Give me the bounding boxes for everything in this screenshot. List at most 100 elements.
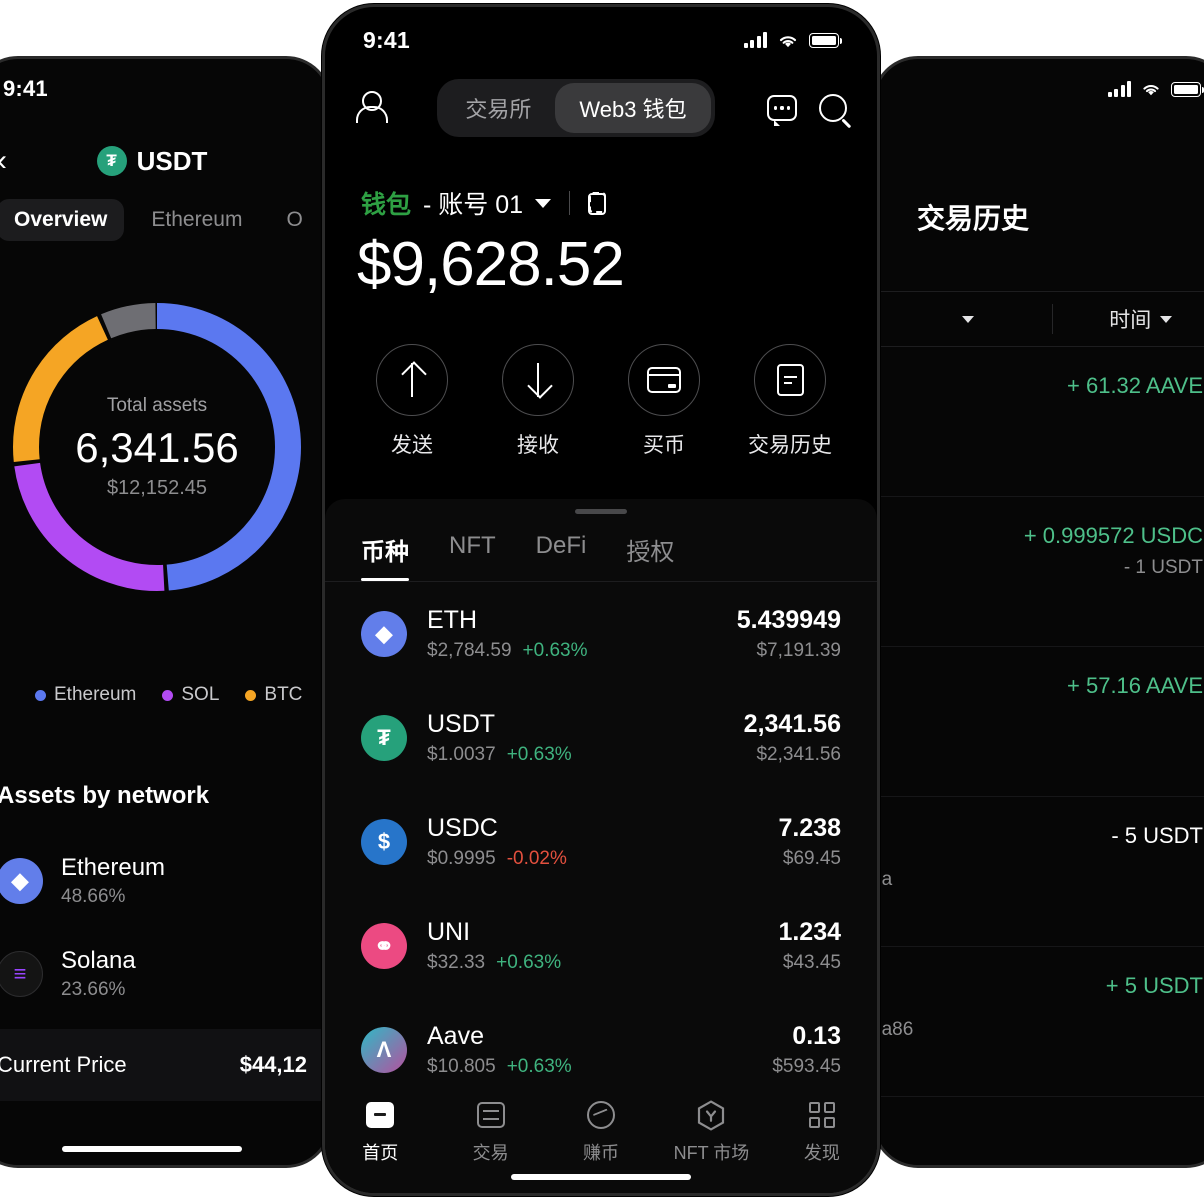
card-icon [628, 344, 700, 416]
home-indicator [511, 1174, 691, 1180]
donut-center-value: 6,341.56 [75, 423, 239, 471]
divider [569, 191, 571, 215]
transaction-amounts: + 61.32 AAVE [1067, 373, 1203, 496]
tab-ethereum[interactable]: Ethereum [151, 208, 243, 231]
filter-time[interactable]: 时间 [1051, 304, 1204, 334]
sheet-grabber[interactable] [575, 509, 627, 514]
action-label: 接收 [517, 434, 559, 457]
network-row-ethereum[interactable]: ◆ Ethereum 48.66% [0, 834, 329, 927]
tab-defi[interactable]: DeFi [535, 532, 587, 559]
donut-slice-sol [13, 303, 301, 591]
tab-approvals[interactable]: 授权 [626, 539, 675, 566]
legend-label-ethereum: Ethereum [54, 684, 137, 705]
transaction-row[interactable]: + 0.999572 USDC - 1 USDT [875, 497, 1204, 647]
token-price: $2,784.59 [427, 640, 512, 661]
donut-svg [13, 303, 301, 591]
segment-exchange[interactable]: 交易所 [465, 97, 532, 122]
status-time: 9:41 [3, 76, 48, 101]
signal-icon [1107, 81, 1131, 97]
chevron-down-icon [961, 315, 974, 323]
filter-type[interactable] [875, 315, 1052, 323]
wifi-icon [779, 35, 797, 47]
token-value: $69.45 [782, 848, 841, 869]
chat-icon[interactable] [766, 95, 797, 126]
action-label: 发送 [391, 434, 433, 457]
tabbar-item-discover[interactable]: 发现 [767, 1099, 877, 1165]
tabbar-item-nft-market[interactable]: NFT 市场 [656, 1099, 766, 1165]
search-icon[interactable] [818, 94, 847, 122]
transaction-amounts: + 5 USDT [1106, 973, 1203, 1096]
quick-actions: 发送 接收 买币 交易历史 [325, 344, 877, 459]
ethereum-icon: ◆ [361, 611, 407, 657]
tabbar-item-home[interactable]: 首页 [325, 1099, 435, 1165]
transaction-amounts: - 5 USDT [1111, 823, 1203, 946]
assets-donut-chart: Total assets 6,341.56 $12,152.45 [0, 287, 329, 607]
segment-web3-wallet[interactable]: Web3 钱包 [555, 83, 711, 133]
transaction-row[interactable]: + 61.32 AAVE [875, 347, 1204, 497]
token-price-row: $0.9995 -0.02% [427, 848, 778, 870]
center-phone-device: 9:41 交易所 Web3 钱包 [322, 4, 880, 1196]
action-history[interactable]: 交易历史 [744, 344, 836, 459]
token-symbol: Aave [427, 1022, 484, 1050]
token-holdings: 0.13 $593.45 [772, 1022, 841, 1078]
token-price: $0.9995 [427, 848, 496, 869]
tabbar-item-trade[interactable]: 交易 [435, 1099, 545, 1165]
transaction-amounts: + 0.999572 USDC - 1 USDT [1024, 523, 1203, 646]
left-phone-device: 9:41 ‹ ₮ USDT Overview Ethereum O [0, 56, 332, 1168]
home-icon [364, 1099, 396, 1131]
transaction-amount: + 5 USDT [1105, 973, 1203, 998]
token-symbol: ETH [427, 606, 477, 634]
wallet-label: 钱包 [361, 191, 412, 219]
legend-item-sol: SOL [162, 684, 219, 706]
token-amount: 5.439949 [736, 606, 841, 634]
asset-tabs: 币种 NFT DeFi 授权 [325, 514, 877, 581]
chevron-left-icon[interactable]: ‹ [0, 146, 7, 176]
current-price-value: $44,12 [239, 1052, 307, 1077]
center-header: 交易所 Web3 钱包 [325, 77, 877, 139]
home-indicator [62, 1146, 242, 1152]
tabbar-label: 首页 [362, 1143, 399, 1163]
document-icon [754, 344, 826, 416]
right-phone-device: 交易历史 时间 + 61.32 AAVE [872, 56, 1204, 1168]
action-receive[interactable]: 接收 [492, 344, 584, 459]
token-price-row: $10.805 +0.63% [427, 1056, 772, 1078]
swap-icon [475, 1099, 507, 1131]
copy-icon[interactable] [588, 191, 607, 215]
page-title-row: ₮ USDT [0, 146, 329, 177]
token-row-usdc[interactable]: $ USDC $0.9995 -0.02% 7.238 $69.45 [361, 790, 841, 894]
wifi-icon [1143, 84, 1159, 96]
transaction-amount: + 61.32 AAVE [1067, 373, 1203, 398]
token-price: $32.33 [427, 952, 486, 973]
transaction-row[interactable]: - 5 USDT 0a [875, 797, 1204, 947]
chevron-down-icon[interactable] [535, 198, 552, 208]
tab-nft[interactable]: NFT [449, 532, 496, 559]
tab-overview[interactable]: Overview [0, 199, 125, 241]
network-percent: 23.66% [61, 978, 126, 1000]
token-symbol: USDT [427, 710, 496, 738]
token-symbol: USDC [427, 814, 498, 842]
tab-tokens[interactable]: 币种 [361, 532, 409, 581]
token-row-uni[interactable]: ⚭ UNI $32.33 +0.63% 1.234 $43.45 [361, 894, 841, 998]
action-label: 交易历史 [748, 434, 832, 457]
token-amount: 0.13 [792, 1022, 841, 1050]
person-icon[interactable] [355, 91, 388, 125]
legend-label-btc: BTC [264, 684, 303, 705]
left-tab-strip: Overview Ethereum O [0, 199, 329, 241]
left-nav-bar: ‹ ₮ USDT [0, 129, 329, 193]
tether-icon: ₮ [361, 715, 407, 761]
transaction-row[interactable]: + 5 USDT ba86 [875, 947, 1204, 1097]
transaction-row[interactable]: + 57.16 AAVE [875, 647, 1204, 797]
signal-icon [743, 32, 767, 48]
center-phone-screen: 9:41 交易所 Web3 钱包 [325, 7, 877, 1193]
token-row-aave[interactable]: Λ Aave $10.805 +0.63% 0.13 $593.45 [361, 998, 841, 1102]
tabbar-item-earn[interactable]: 赚币 [546, 1099, 656, 1165]
tab-other[interactable]: O [286, 208, 303, 231]
action-buy[interactable]: 买币 [618, 344, 710, 459]
action-send[interactable]: 发送 [366, 344, 458, 459]
battery-icon [809, 32, 842, 48]
account-selector[interactable]: 钱包 - 账号 01 [361, 185, 607, 221]
network-row-solana[interactable]: ≡ Solana 23.66% [0, 927, 329, 1020]
token-row-eth[interactable]: ◆ ETH $2,784.59 +0.63% 5.439949 $7,191.3… [361, 582, 841, 686]
token-row-usdt[interactable]: ₮ USDT $1.0037 +0.63% 2,341.56 $2,341.56 [361, 686, 841, 790]
